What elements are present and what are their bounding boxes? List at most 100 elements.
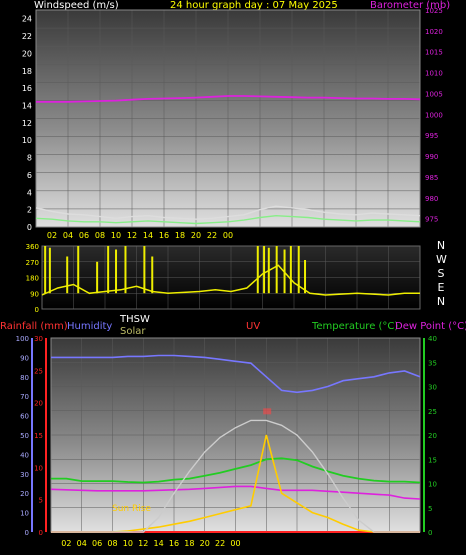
wind-series (35, 205, 421, 220)
x-tick-label: 22 (215, 539, 225, 548)
rain-tick-label: 5 (39, 497, 43, 505)
y-tick-label: 18 (22, 67, 32, 76)
temp-series (51, 457, 421, 484)
temperature-tick-label: 30 (428, 384, 437, 392)
compass-e: E (437, 281, 445, 294)
x-tick-label: 06 (92, 539, 102, 548)
humidity-tick-label: 80 (20, 374, 29, 382)
y-right-tick-label: 1005 (425, 90, 443, 98)
x-tick-label: 16 (159, 231, 169, 240)
x-tick-label: 10 (111, 231, 121, 240)
y-tick-label: 12 (22, 119, 32, 128)
y-tick-label: 2 (27, 206, 32, 215)
x-tick-label: 20 (200, 539, 210, 548)
x-tick-label: 04 (77, 539, 87, 548)
compass-legend: N W S E N (436, 239, 447, 309)
temperature-tick-label: 10 (428, 481, 437, 489)
humidity-series (51, 354, 421, 394)
y-tick-label: 0 (35, 306, 39, 314)
direction-series (41, 264, 420, 296)
temperature-tick-label: 20 (428, 432, 437, 440)
humidity-tick-label: 40 (20, 451, 29, 459)
x-tick-label: 00 (230, 539, 240, 548)
x-tick-label: 02 (61, 539, 71, 548)
y-right-tick-label: 1010 (425, 70, 443, 78)
y-tick-label: 0 (27, 223, 32, 232)
temperature-tick-label: 0 (428, 529, 432, 537)
uv-label: UV (246, 321, 261, 332)
compass-n-top: N (436, 239, 446, 252)
x-tick-label: 18 (175, 231, 185, 240)
x-tick-label: 08 (95, 231, 105, 240)
y-right-tick-label: 990 (425, 153, 438, 161)
dew-point-label: Dew Point (°C) (395, 321, 466, 332)
y-tick-label: 180 (26, 275, 39, 283)
temperature-tick-label: 5 (428, 505, 432, 513)
x-tick-label: 04 (63, 231, 73, 240)
y-tick-label: 8 (27, 154, 32, 163)
x-tick-label: 16 (169, 539, 179, 548)
y-tick-label: 6 (27, 171, 32, 180)
barometer-label: Barometer (mb) (370, 0, 451, 11)
humidity-label: Humidity (67, 321, 113, 332)
x-tick-label: 08 (107, 539, 117, 548)
y-tick-label: 4 (27, 188, 32, 197)
direction-chart: 360 270 180 90 0 (26, 243, 421, 314)
humidity-tick-label: 10 (20, 510, 29, 518)
y-right-tick-label: 1000 (425, 111, 443, 119)
lower-chart: 1009080706050403020100302520151050403530… (16, 335, 437, 548)
y-right-tick-label: 1015 (425, 49, 443, 57)
temperature-tick-label: 25 (428, 408, 437, 416)
x-tick-label: 22 (207, 231, 217, 240)
plot-border (41, 245, 421, 310)
rain-tick-label: 20 (34, 400, 43, 408)
temperature-label: Temperature (°C) (312, 321, 399, 332)
y-right-tick-label: 1020 (425, 28, 443, 36)
rain-tick-label: 15 (34, 432, 43, 440)
humidity-tick-label: 100 (16, 335, 29, 343)
x-tick-label: 14 (143, 231, 153, 240)
temperature-tick-label: 40 (428, 335, 437, 343)
y-tick-label: 24 (22, 15, 32, 24)
x-tick-label: 06 (79, 231, 89, 240)
y-right-tick-label: 995 (425, 132, 438, 140)
y-right-tick-label: 980 (425, 195, 438, 203)
x-tick-label: 12 (127, 231, 137, 240)
temperature-tick-label: 35 (428, 359, 437, 367)
thsw-label: THSW (120, 314, 150, 325)
x-tick-label: 02 (47, 231, 57, 240)
rain-tick-label: 30 (34, 335, 43, 343)
compass-s: S (437, 267, 445, 280)
x-tick-label: 00 (223, 231, 233, 240)
humidity-tick-label: 90 (20, 354, 29, 362)
y-tick-label: 14 (22, 101, 32, 110)
y-right-tick-label: 985 (425, 174, 438, 182)
x-tick-label: 10 (123, 539, 133, 548)
y-tick-label: 22 (22, 32, 32, 41)
plot-border (35, 9, 421, 228)
baro-series (36, 95, 421, 103)
x-tick-label: 12 (138, 539, 148, 548)
y-tick-label: 270 (26, 259, 39, 267)
windspeed-label: Windspeed (m/s) (34, 0, 119, 11)
x-tick-label: 14 (154, 539, 164, 548)
y-tick-label: 360 (26, 243, 39, 251)
rain-tick-label: 0 (39, 529, 43, 537)
wind-chart: 2422201816141210864201025102010151010100… (22, 7, 443, 240)
y-tick-label: 10 (22, 136, 32, 145)
gust-series (35, 214, 421, 225)
rain-tick-label: 10 (34, 464, 43, 472)
solar-label: Solar (120, 326, 146, 337)
rainfall-label: Rainfall (mm) (0, 321, 68, 332)
humidity-tick-label: 70 (20, 393, 29, 401)
humidity-tick-label: 50 (20, 432, 29, 440)
temperature-tick-label: 15 (428, 456, 437, 464)
humidity-tick-label: 0 (25, 529, 29, 537)
sunrise-label: Sun Rise (112, 504, 151, 514)
y-tick-label: 16 (22, 84, 32, 93)
x-tick-label: 20 (191, 231, 201, 240)
sun_curve-series (51, 419, 420, 533)
y-right-tick-label: 975 (425, 216, 438, 224)
